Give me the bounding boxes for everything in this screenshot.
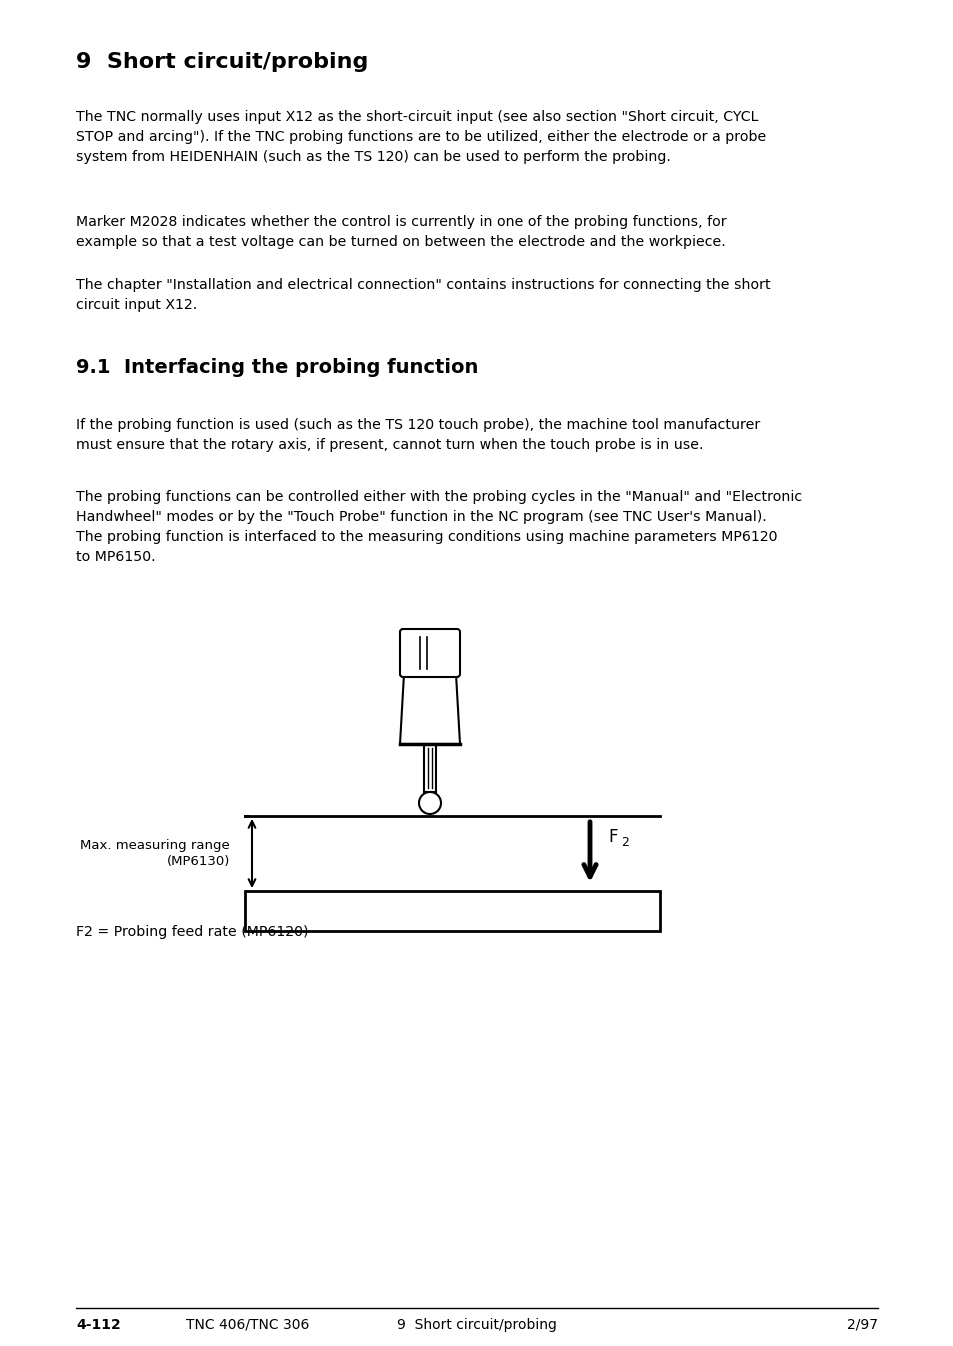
Polygon shape — [399, 674, 459, 744]
Bar — [423, 744, 436, 791]
Text: Max. measuring range
(MP6130): Max. measuring range (MP6130) — [80, 839, 230, 868]
Text: TNC 406/TNC 306: TNC 406/TNC 306 — [186, 1318, 309, 1333]
Text: The TNC normally uses input X12 as the short-circuit input (see also section "Sh: The TNC normally uses input X12 as the s… — [76, 110, 765, 164]
Circle shape — [418, 791, 440, 814]
Text: F2 = Probing feed rate (MP6120): F2 = Probing feed rate (MP6120) — [76, 925, 308, 940]
Text: 4-112: 4-112 — [76, 1318, 121, 1333]
Text: The probing functions can be controlled either with the probing cycles in the "M: The probing functions can be controlled … — [76, 490, 801, 564]
Text: 9.1  Interfacing the probing function: 9.1 Interfacing the probing function — [76, 358, 477, 377]
Text: The chapter "Installation and electrical connection" contains instructions for c: The chapter "Installation and electrical… — [76, 279, 770, 312]
Text: F: F — [607, 828, 617, 847]
FancyBboxPatch shape — [399, 629, 459, 677]
Bar — [245, 891, 659, 931]
Text: 9  Short circuit/probing: 9 Short circuit/probing — [396, 1318, 557, 1333]
Text: If the probing function is used (such as the TS 120 touch probe), the machine to: If the probing function is used (such as… — [76, 419, 760, 452]
Text: 9  Short circuit/probing: 9 Short circuit/probing — [76, 52, 368, 71]
Text: Marker M2028 indicates whether the control is currently in one of the probing fu: Marker M2028 indicates whether the contr… — [76, 215, 726, 249]
Text: 2: 2 — [620, 836, 628, 848]
Text: 2/97: 2/97 — [846, 1318, 877, 1333]
